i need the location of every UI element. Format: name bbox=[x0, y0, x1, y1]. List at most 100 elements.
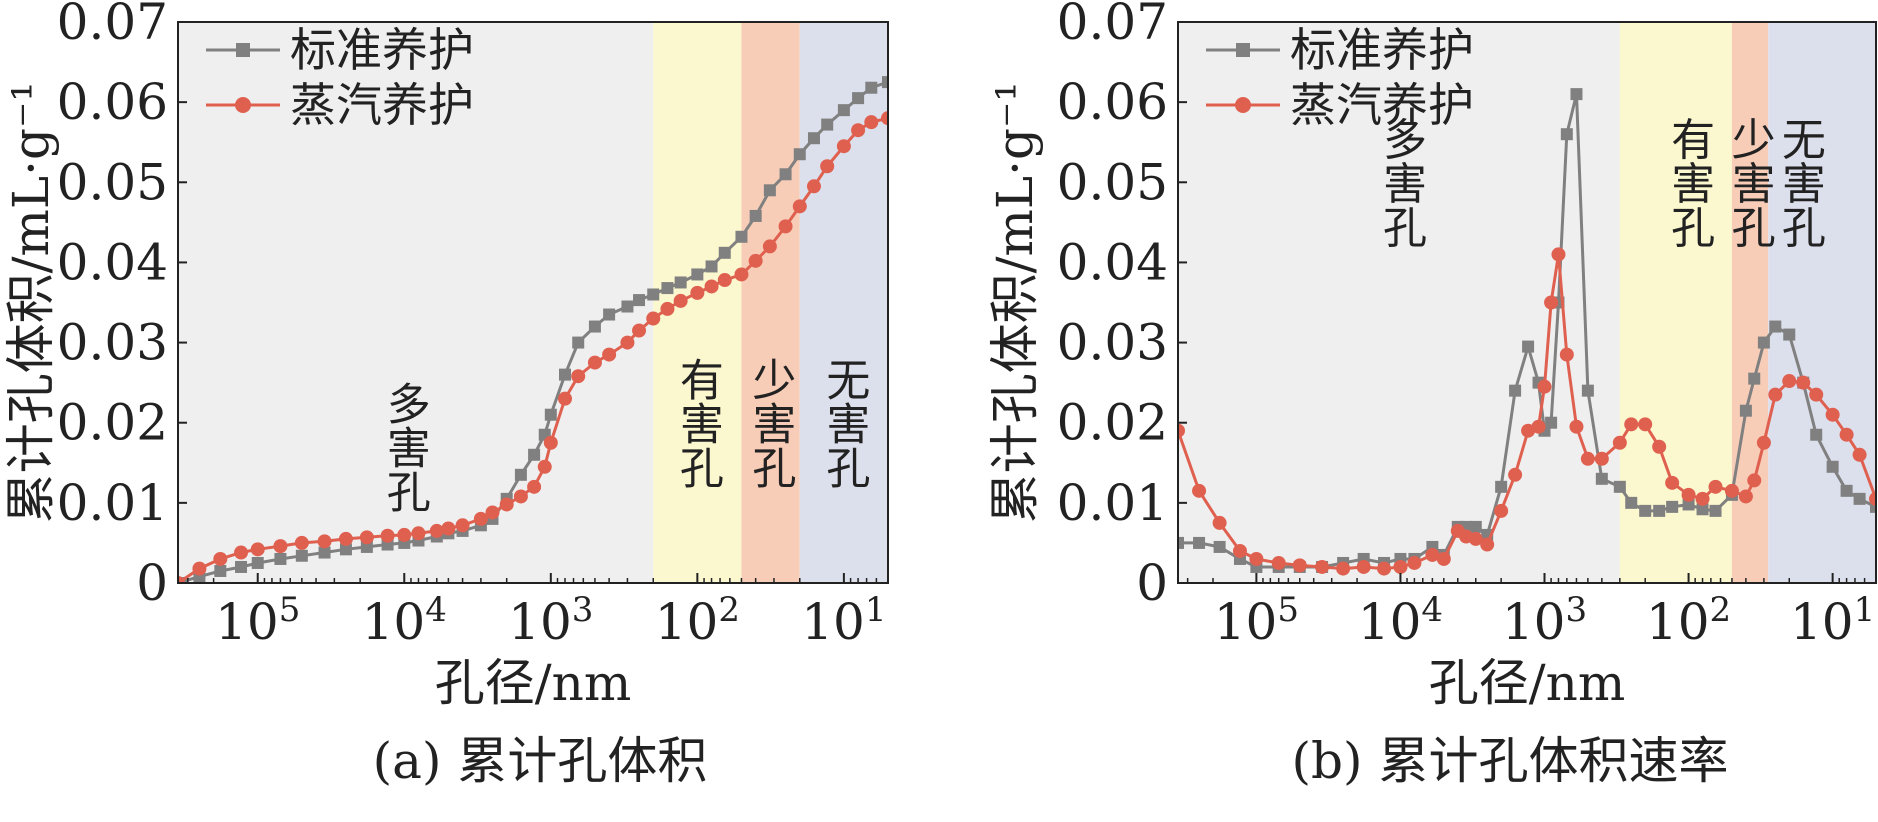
data-point-square bbox=[1545, 416, 1558, 429]
data-point-square bbox=[1696, 503, 1709, 516]
region-band bbox=[178, 22, 654, 583]
series-group bbox=[178, 76, 888, 583]
data-point-circle bbox=[762, 239, 777, 254]
data-point-circle bbox=[1212, 515, 1227, 530]
data-point-circle bbox=[1537, 379, 1552, 394]
y-tick-label: 0.03 bbox=[1057, 314, 1168, 372]
legend-label: 标准养护 bbox=[1290, 23, 1474, 77]
y-tick-label: 0.04 bbox=[1057, 233, 1168, 291]
legend-label: 蒸汽养护 bbox=[290, 78, 474, 132]
data-point-square bbox=[852, 92, 865, 105]
data-point-square bbox=[1748, 372, 1761, 385]
x-tick-label: 103 bbox=[508, 590, 593, 651]
data-point-circle bbox=[234, 545, 249, 560]
y-tick-label: 0.04 bbox=[57, 233, 168, 291]
data-point-circle bbox=[543, 435, 558, 450]
data-point-circle bbox=[513, 489, 528, 504]
y-tick-label: 0.07 bbox=[1057, 0, 1168, 51]
series-line bbox=[178, 80, 888, 583]
legend-marker-square bbox=[236, 43, 250, 57]
data-point-circle bbox=[660, 301, 675, 316]
data-point-square bbox=[251, 556, 264, 569]
data-point-circle bbox=[473, 511, 488, 526]
data-point-square bbox=[1826, 460, 1839, 473]
data-point-circle bbox=[1356, 559, 1371, 574]
data-point-circle bbox=[1178, 423, 1185, 438]
data-point-square bbox=[1783, 328, 1796, 341]
region-label: 有害孔 bbox=[672, 357, 723, 489]
legend-marker-square bbox=[1236, 43, 1250, 57]
data-point-circle bbox=[338, 531, 353, 546]
data-point-square bbox=[1769, 320, 1782, 333]
data-point-circle bbox=[1436, 551, 1451, 566]
data-point-square bbox=[763, 184, 776, 197]
data-point-circle bbox=[429, 523, 444, 538]
data-point-square bbox=[647, 288, 660, 301]
data-point-square bbox=[749, 209, 762, 222]
data-point-circle bbox=[734, 267, 749, 282]
data-point-circle bbox=[1569, 419, 1584, 434]
data-point-circle bbox=[485, 505, 500, 520]
data-point-square bbox=[807, 132, 820, 145]
data-point-circle bbox=[1756, 435, 1771, 450]
data-point-circle bbox=[792, 199, 807, 214]
data-point-circle bbox=[499, 497, 514, 512]
data-point-square bbox=[588, 320, 601, 333]
region-label: 少害孔 bbox=[744, 357, 795, 489]
data-point-circle bbox=[1292, 558, 1307, 573]
data-point-circle bbox=[1232, 543, 1247, 558]
data-point-circle bbox=[806, 179, 821, 194]
data-point-circle bbox=[1695, 491, 1710, 506]
y-tick-label: 0.03 bbox=[57, 314, 168, 372]
data-point-square bbox=[779, 168, 792, 181]
pore-regions bbox=[178, 22, 888, 583]
pore-regions bbox=[1178, 22, 1876, 583]
x-axis-title: 孔径/nm bbox=[435, 654, 631, 712]
data-point-square bbox=[1870, 500, 1876, 513]
data-point-square bbox=[360, 540, 373, 553]
data-point-square bbox=[1653, 504, 1666, 517]
data-point-circle bbox=[690, 285, 705, 300]
data-point-circle bbox=[441, 521, 456, 536]
data-point-circle bbox=[602, 347, 617, 362]
x-tick-label: 102 bbox=[655, 590, 740, 651]
data-point-circle bbox=[571, 369, 586, 384]
y-axis-title: 累计孔体积/mL·g⁻¹ bbox=[2, 82, 60, 524]
x-tick-label: 101 bbox=[801, 590, 886, 651]
data-point-square bbox=[821, 118, 834, 131]
data-point-circle bbox=[704, 279, 719, 294]
data-point-square bbox=[633, 294, 646, 307]
panel-caption: (b) 累计孔体积速率 bbox=[1292, 732, 1729, 790]
data-point-circle bbox=[1480, 537, 1495, 552]
data-point-circle bbox=[864, 115, 879, 130]
data-point-square bbox=[837, 104, 850, 117]
y-tick-label: 0.01 bbox=[1057, 474, 1168, 532]
data-point-circle bbox=[1192, 483, 1207, 498]
data-point-circle bbox=[1852, 447, 1867, 462]
y-axis-title: 累计孔体积/mL·g⁻¹ bbox=[986, 82, 1044, 524]
data-point-circle bbox=[1544, 295, 1559, 310]
data-point-square bbox=[1613, 480, 1626, 493]
region-label: 多害孔 bbox=[379, 381, 430, 513]
data-point-square bbox=[274, 552, 287, 565]
data-point-square bbox=[865, 81, 878, 94]
y-tick-label: 0.02 bbox=[57, 394, 168, 452]
data-point-square bbox=[1178, 536, 1184, 549]
data-point-circle bbox=[250, 542, 265, 557]
data-point-square bbox=[214, 564, 227, 577]
data-point-circle bbox=[1271, 555, 1286, 570]
region-label: 有害孔 bbox=[1663, 116, 1714, 248]
data-point-square bbox=[1595, 472, 1608, 485]
panel-b: 多害孔 有害孔 少害孔 无害孔 0 0.01 0.02 0.03 0.04 0.05 0.06 0.0… bbox=[986, 0, 1877, 790]
data-point-square bbox=[882, 76, 888, 89]
data-point-square bbox=[621, 300, 634, 313]
data-point-circle bbox=[455, 518, 470, 533]
data-point-square bbox=[674, 276, 687, 289]
legend-label: 蒸汽养护 bbox=[1290, 78, 1474, 132]
data-point-circle bbox=[380, 528, 395, 543]
y-tick-label: 0.06 bbox=[57, 73, 168, 131]
data-point-circle bbox=[527, 479, 542, 494]
data-point-square bbox=[661, 282, 674, 295]
data-point-square bbox=[1840, 484, 1853, 497]
data-point-circle bbox=[836, 139, 851, 154]
